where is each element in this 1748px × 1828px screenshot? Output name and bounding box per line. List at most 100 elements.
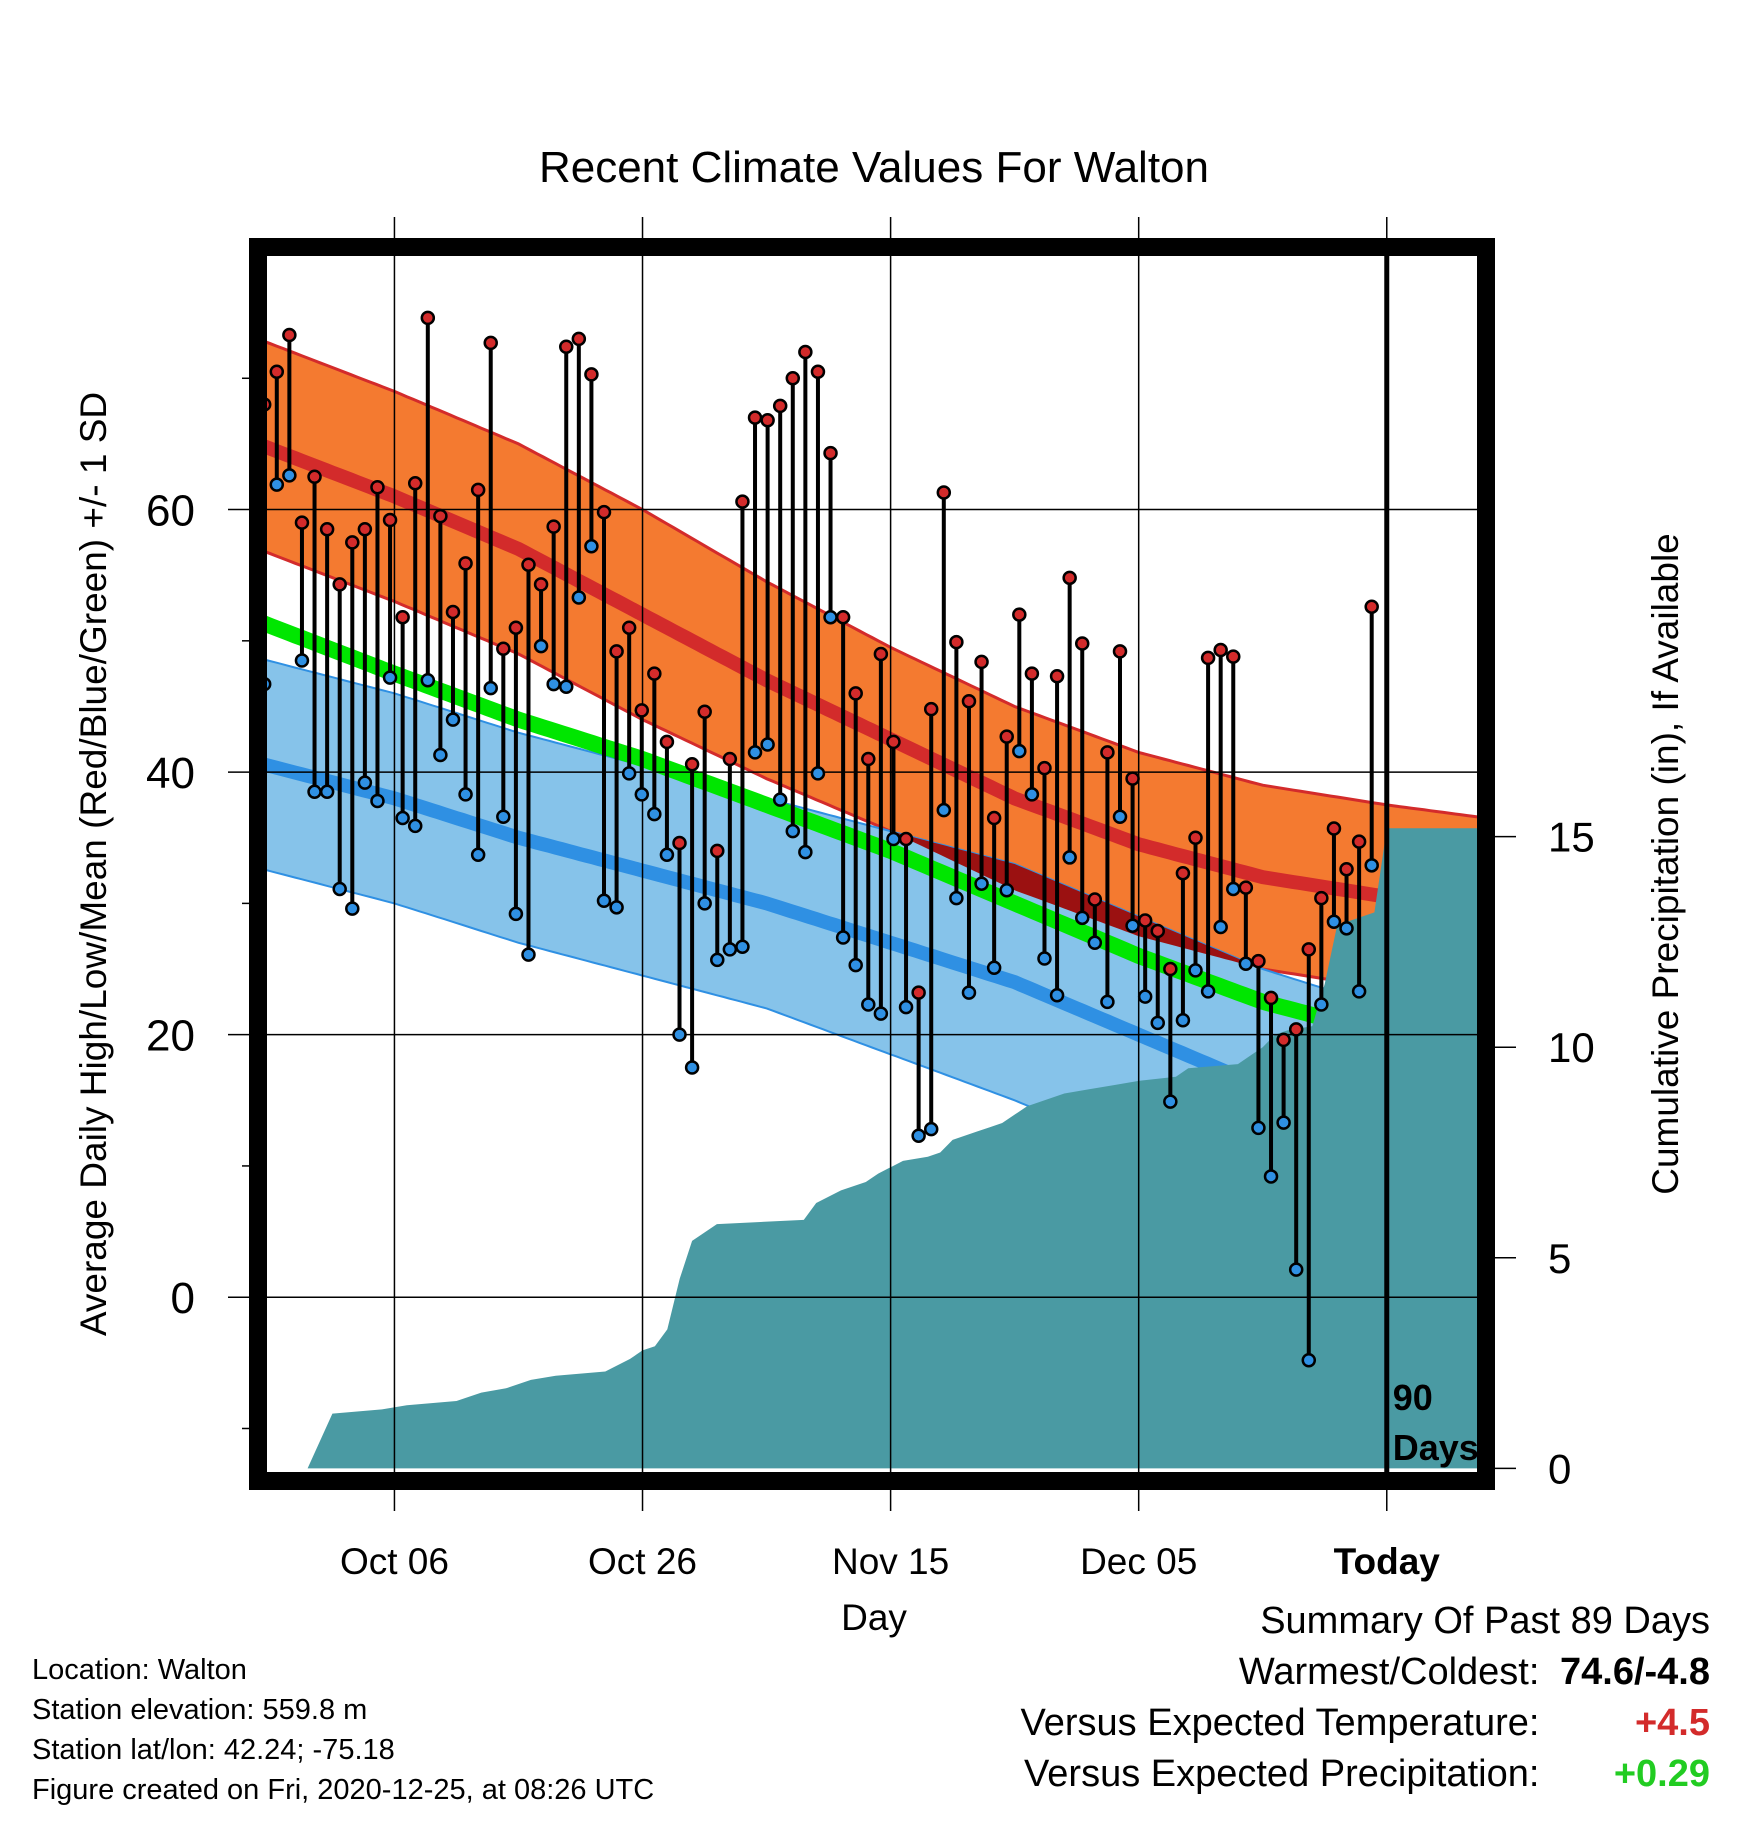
- daily-low-point: [861, 997, 876, 1012]
- daily-low-point: [269, 477, 285, 492]
- daily-high-point: [307, 469, 322, 484]
- daily-low-point: [1251, 1120, 1266, 1136]
- normal-high-line: [258, 437, 1486, 917]
- daily-high-point: [747, 410, 763, 425]
- daily-low-point: [911, 1128, 926, 1143]
- daily-high-point: [848, 686, 863, 701]
- plot-frame: [249, 238, 1495, 1490]
- daily-high-point: [1326, 821, 1342, 836]
- daily-low-point: [785, 823, 801, 839]
- daily-high-point: [835, 609, 851, 625]
- daily-high-point: [961, 693, 977, 709]
- daily-low-point: [571, 590, 587, 605]
- daily-high-point: [1301, 942, 1317, 957]
- daily-low-point: [596, 893, 612, 909]
- daily-high-point: [1125, 771, 1140, 786]
- location-text: Location: Walton: [32, 1654, 247, 1686]
- daily-high-point: [1087, 892, 1103, 907]
- x-tick-label: Oct 06: [340, 1541, 449, 1582]
- daily-low-point: [1049, 988, 1065, 1003]
- daily-high-point: [558, 339, 574, 355]
- daily-high-point: [1263, 990, 1279, 1006]
- daily-low-point: [1326, 914, 1342, 930]
- daily-low-point: [282, 468, 297, 483]
- y-tick-label: 0: [171, 1274, 195, 1323]
- daily-low-point: [974, 876, 989, 891]
- daily-low-point: [873, 1006, 889, 1021]
- daily-high-point: [1226, 649, 1241, 664]
- daily-low-point: [1226, 881, 1241, 897]
- daily-low-point: [496, 809, 511, 824]
- daily-low-point: [1062, 850, 1077, 865]
- daily-high-point: [1037, 760, 1052, 776]
- daily-high-point: [470, 482, 486, 498]
- daily-high-point: [911, 985, 926, 1000]
- y-tick-label: 60: [146, 487, 195, 536]
- daily-high-point: [571, 331, 587, 347]
- summary-panel: Summary Of Past 89 Days Warmest/Coldest:…: [1021, 1596, 1710, 1800]
- daily-low-point: [407, 818, 423, 834]
- daily-high-point: [798, 344, 813, 360]
- daily-low-point: [1364, 858, 1379, 873]
- daily-high-point: [407, 476, 423, 491]
- daily-high-point: [1100, 745, 1115, 760]
- daily-low-point: [647, 806, 662, 822]
- daily-low-point: [1012, 743, 1027, 759]
- daily-high-point: [357, 521, 373, 537]
- daily-low-point: [294, 653, 310, 668]
- precip-value: +0.29: [1613, 1753, 1710, 1795]
- chart-title: Recent Climate Values For Walton: [539, 143, 1209, 192]
- daily-high-point: [684, 756, 700, 772]
- daily-low-point: [1037, 951, 1052, 966]
- daily-low-point: [760, 737, 775, 752]
- daily-low-point: [697, 896, 712, 911]
- daily-high-point: [1188, 830, 1203, 845]
- y2-tick-label: 0: [1548, 1445, 1571, 1492]
- daily-low-point: [1074, 910, 1090, 926]
- warmest-value: 74.6/-4.8: [1560, 1651, 1710, 1693]
- days-annotation: Days: [1393, 1427, 1479, 1468]
- daily-low-point: [1112, 809, 1128, 824]
- daily-low-point: [949, 890, 964, 906]
- daily-low-point: [1087, 935, 1103, 951]
- daily-low-point: [634, 787, 650, 802]
- daily-high-point: [823, 445, 838, 461]
- daily-high-point: [533, 577, 549, 592]
- daily-low-point: [772, 792, 788, 807]
- daily-high-point: [647, 666, 662, 681]
- precip-label: Versus Expected Precipitation:: [1024, 1753, 1540, 1795]
- daily-high-point: [1049, 669, 1065, 684]
- daily-low-point: [307, 784, 322, 800]
- daily-low-point: [936, 802, 952, 818]
- x-tick-label: Today: [1334, 1541, 1441, 1582]
- daily-high-point: [584, 367, 599, 382]
- daily-high-point: [269, 364, 285, 379]
- warmest-label: Warmest/Coldest:: [1238, 1651, 1540, 1693]
- daily-high-point: [546, 519, 561, 534]
- daily-high-point: [1112, 644, 1128, 659]
- daily-high-point: [1314, 890, 1329, 906]
- daily-high-point: [1175, 865, 1191, 881]
- daily-high-point: [596, 504, 612, 520]
- daily-low-point: [810, 766, 826, 781]
- daily-low-point: [1137, 989, 1153, 1004]
- daily-low-point: [370, 793, 385, 809]
- daily-high-point: [659, 734, 675, 750]
- days-annotation: 90: [1393, 1377, 1433, 1418]
- daily-high-point: [974, 654, 989, 670]
- daily-high-point: [609, 644, 624, 659]
- daily-low-point: [735, 939, 750, 954]
- latlon-text: Station lat/lon: 42.24; -75.18: [32, 1734, 395, 1766]
- daily-high-point: [936, 485, 952, 500]
- daily-high-point: [710, 843, 725, 859]
- daily-high-point: [735, 494, 750, 509]
- daily-low-point: [508, 906, 524, 922]
- precipitation-area: [258, 828, 1486, 1469]
- daily-low-point: [722, 942, 738, 957]
- daily-high-point: [1251, 953, 1266, 969]
- daily-low-point: [1263, 1169, 1279, 1184]
- daily-low-point: [999, 883, 1014, 898]
- daily-high-point: [1351, 834, 1367, 849]
- created-text: Figure created on Fri, 2020-12-25, at 08…: [32, 1774, 655, 1806]
- daily-high-point: [483, 335, 498, 351]
